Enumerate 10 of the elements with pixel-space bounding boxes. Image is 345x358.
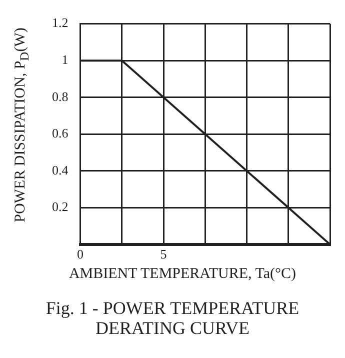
y-tick-label: 0.2 — [52, 199, 68, 214]
y-tick-label: 0.4 — [52, 162, 69, 178]
text: Fig. 1 - POWER TEMPERATURE DERATING CURVE — [44, 298, 300, 338]
y-tick-label: 0.8 — [52, 88, 68, 104]
y-tick-label: 1 — [62, 52, 68, 67]
y-tick-label: 0.6 — [52, 126, 69, 141]
x-tick-label: 0 — [77, 246, 84, 262]
x-axis-title: AMBIENT TEMPERATURE, Ta(°C) — [68, 266, 298, 283]
x-tick-label: 5 — [160, 246, 167, 262]
y-tick-label: 1.2 — [52, 15, 68, 30]
